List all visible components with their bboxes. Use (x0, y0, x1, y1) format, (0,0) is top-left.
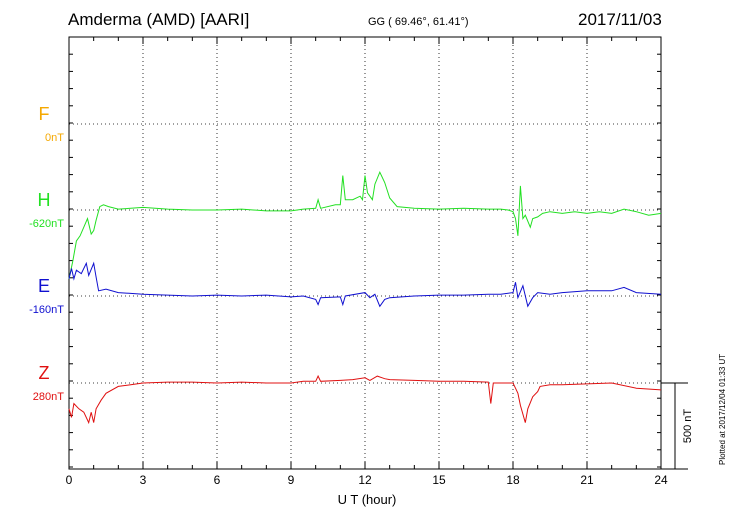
x-tick-label: 24 (654, 473, 668, 487)
series-name-F: F (39, 104, 50, 124)
series-baseline-Z: 280nT (33, 391, 64, 403)
series-line-H (68, 170, 662, 279)
series-line-E (68, 261, 662, 308)
series-baseline-F: 0nT (45, 132, 64, 144)
station-title: Amderma (AMD) [AARI] (68, 10, 250, 29)
plotted-timestamp: Plotted at 2017/12/04 01:33 UT (718, 353, 727, 465)
scale-bar: 500 nT (661, 382, 694, 470)
x-tick-label: 0 (66, 473, 73, 487)
x-ticks: 0 3 6 9 12 15 18 21 24 (66, 36, 668, 487)
grid (69, 37, 661, 469)
series-labels: F 0nT H -620nT E -160nT Z 280nT (29, 104, 64, 403)
scale-bar-label: 500 nT (682, 409, 694, 444)
series-baseline-E: -160nT (29, 304, 64, 316)
series-name-E: E (38, 276, 50, 296)
x-tick-label: 9 (288, 473, 295, 487)
x-tick-label: 15 (432, 473, 446, 487)
series-name-Z: Z (39, 363, 50, 383)
x-tick-label: 12 (358, 473, 372, 487)
x-axis-label: U T (hour) (338, 492, 397, 507)
series-lines (68, 170, 662, 425)
series-name-H: H (38, 190, 51, 210)
geo-coordinates: GG ( 69.46°, 61.41°) (368, 16, 469, 28)
x-tick-label: 6 (214, 473, 221, 487)
x-tick-label: 18 (506, 473, 520, 487)
series-line-Z (68, 374, 662, 425)
series-baseline-H: -620nT (29, 218, 64, 230)
x-tick-label: 21 (580, 473, 594, 487)
x-tick-label: 3 (140, 473, 147, 487)
chart-date: 2017/11/03 (578, 10, 662, 29)
